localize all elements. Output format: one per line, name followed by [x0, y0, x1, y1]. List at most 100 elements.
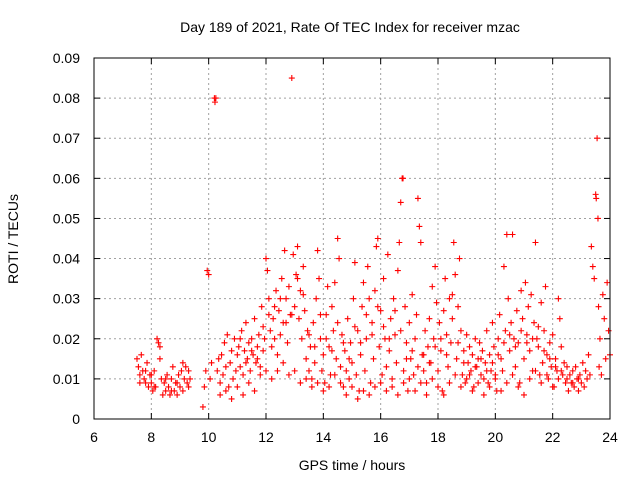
data-point	[326, 383, 333, 390]
data-point	[220, 371, 226, 378]
data-point	[251, 315, 258, 322]
data-point	[598, 371, 605, 378]
data-point	[559, 371, 566, 378]
data-point	[144, 359, 151, 366]
data-point	[476, 339, 483, 346]
data-point	[595, 303, 602, 310]
y-tick-label: 0	[72, 411, 80, 427]
data-point	[571, 383, 578, 390]
data-point	[323, 311, 330, 318]
data-point	[417, 239, 424, 246]
data-point	[142, 367, 149, 374]
data-point	[328, 303, 335, 310]
data-point	[377, 379, 384, 386]
data-point	[435, 383, 441, 390]
data-point	[452, 271, 459, 278]
data-point	[353, 371, 360, 378]
data-point	[343, 391, 350, 398]
data-point	[306, 331, 312, 338]
data-point	[564, 363, 570, 370]
data-point	[177, 383, 183, 390]
data-point	[509, 231, 516, 238]
data-point	[404, 387, 411, 394]
data-point	[518, 287, 525, 294]
data-point	[207, 375, 214, 382]
data-point	[460, 359, 467, 366]
data-point	[555, 295, 562, 302]
data-point	[383, 387, 390, 394]
data-point	[184, 379, 191, 386]
data-point	[301, 307, 308, 314]
data-point	[212, 95, 219, 102]
data-point	[331, 279, 338, 286]
data-point	[221, 339, 228, 346]
data-point	[218, 351, 225, 358]
data-point	[426, 359, 433, 366]
data-point	[479, 347, 486, 354]
data-point	[545, 375, 552, 382]
data-point	[360, 279, 367, 286]
data-point	[558, 367, 565, 374]
data-point	[297, 379, 304, 386]
data-point	[480, 391, 487, 398]
data-point	[324, 283, 331, 290]
data-point	[310, 319, 317, 326]
data-point	[227, 359, 234, 366]
data-point	[596, 335, 603, 342]
data-point	[314, 247, 321, 254]
data-point	[565, 387, 572, 394]
data-point	[251, 387, 258, 394]
data-point	[145, 383, 152, 390]
data-point	[260, 323, 267, 330]
data-point	[502, 327, 509, 334]
data-point	[467, 367, 474, 374]
data-point	[397, 199, 404, 206]
data-point	[500, 339, 507, 346]
data-point	[538, 379, 545, 386]
data-point	[432, 343, 439, 350]
data-point	[585, 351, 592, 358]
data-point	[149, 387, 156, 394]
data-point	[331, 371, 338, 378]
data-point	[466, 371, 473, 378]
data-point	[351, 323, 358, 330]
data-point	[277, 295, 284, 302]
data-point	[142, 379, 149, 386]
data-point	[409, 347, 416, 354]
data-point	[285, 283, 292, 290]
data-point	[313, 295, 320, 302]
data-point	[298, 335, 305, 342]
data-point	[291, 303, 298, 310]
data-point	[526, 347, 533, 354]
data-point	[271, 335, 278, 342]
data-point	[569, 379, 576, 386]
data-point	[255, 331, 262, 338]
data-point	[334, 319, 341, 326]
data-point	[156, 343, 163, 350]
data-point	[380, 323, 387, 330]
data-point	[326, 343, 333, 350]
data-point	[389, 375, 396, 382]
data-point	[333, 355, 340, 362]
data-point	[584, 375, 591, 382]
data-point	[478, 371, 484, 378]
data-point	[214, 367, 221, 374]
data-point	[232, 367, 239, 374]
data-point	[579, 359, 586, 366]
data-point	[423, 379, 430, 386]
data-point	[482, 359, 489, 366]
data-point	[535, 343, 542, 350]
data-point	[509, 371, 516, 378]
data-point	[470, 383, 477, 390]
data-point	[449, 291, 456, 298]
data-point	[412, 335, 419, 342]
data-point	[364, 263, 371, 270]
data-point	[268, 375, 275, 382]
data-point	[478, 355, 484, 362]
data-point	[599, 291, 606, 298]
data-point	[536, 371, 543, 378]
x-tick-label: 18	[430, 429, 446, 445]
x-tick-label: 12	[258, 429, 274, 445]
data-point	[263, 367, 269, 374]
